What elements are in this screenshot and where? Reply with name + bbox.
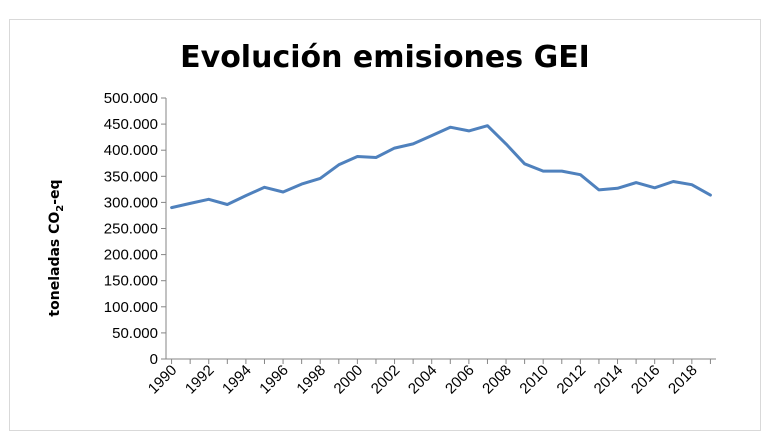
x-tick-label: 1998 bbox=[293, 362, 329, 398]
y-tick-label: 150.000 bbox=[104, 273, 158, 290]
y-tick-label: 450.000 bbox=[104, 116, 158, 133]
series-line bbox=[170, 124, 712, 210]
y-tick-label: 200.000 bbox=[104, 247, 158, 264]
x-tick-label: 2000 bbox=[331, 362, 367, 398]
y-axis-label: toneladas CO2-eq bbox=[47, 179, 66, 316]
y-axis-label-suffix: -eq bbox=[47, 179, 63, 204]
x-tick-label: 2008 bbox=[479, 362, 515, 398]
y-tick-label: 250.000 bbox=[104, 221, 158, 238]
chart-title: Evolución emisiones GEI bbox=[180, 40, 590, 75]
x-tick-label: 2016 bbox=[628, 362, 664, 398]
x-tick-label: 2006 bbox=[442, 362, 478, 398]
x-tick-label: 1994 bbox=[219, 362, 255, 398]
y-tick-label: 0 bbox=[150, 351, 158, 368]
x-tick-label: 2010 bbox=[516, 362, 552, 398]
x-tick-label: 2004 bbox=[405, 362, 441, 398]
line-chart: Evolución emisiones GEI toneladas CO2-eq… bbox=[47, 40, 716, 397]
y-tick-labels: 0 50.000 100.000 150.000 200.000 250.000 300.0… bbox=[104, 90, 166, 368]
y-tick-label: 500.000 bbox=[104, 90, 158, 107]
y-tick-label: 50.000 bbox=[112, 325, 158, 342]
y-axis-label-main: toneladas CO bbox=[47, 212, 63, 317]
x-tick-label: 2018 bbox=[665, 362, 701, 398]
x-tick-label: 2014 bbox=[591, 362, 627, 398]
x-tick-label: 1996 bbox=[256, 362, 292, 398]
x-tick-labels: 1990 1992 1994 1996 1998 2000 2002 2004 2006 2008… bbox=[145, 359, 711, 397]
x-tick-label: 2002 bbox=[368, 362, 404, 398]
y-tick-label: 300.000 bbox=[104, 194, 158, 211]
y-tick-label: 100.000 bbox=[104, 299, 158, 316]
y-tick-label: 350.000 bbox=[104, 168, 158, 185]
x-tick-label: 2012 bbox=[554, 362, 590, 398]
y-tick-label: 400.000 bbox=[104, 142, 158, 159]
chart-frame: Evolución emisiones GEI toneladas CO2-eq… bbox=[9, 19, 761, 431]
y-axis-label-subscript: 2 bbox=[55, 205, 66, 212]
series-group bbox=[170, 124, 712, 210]
axes bbox=[165, 98, 716, 360]
x-tick-label: 1992 bbox=[182, 362, 218, 398]
